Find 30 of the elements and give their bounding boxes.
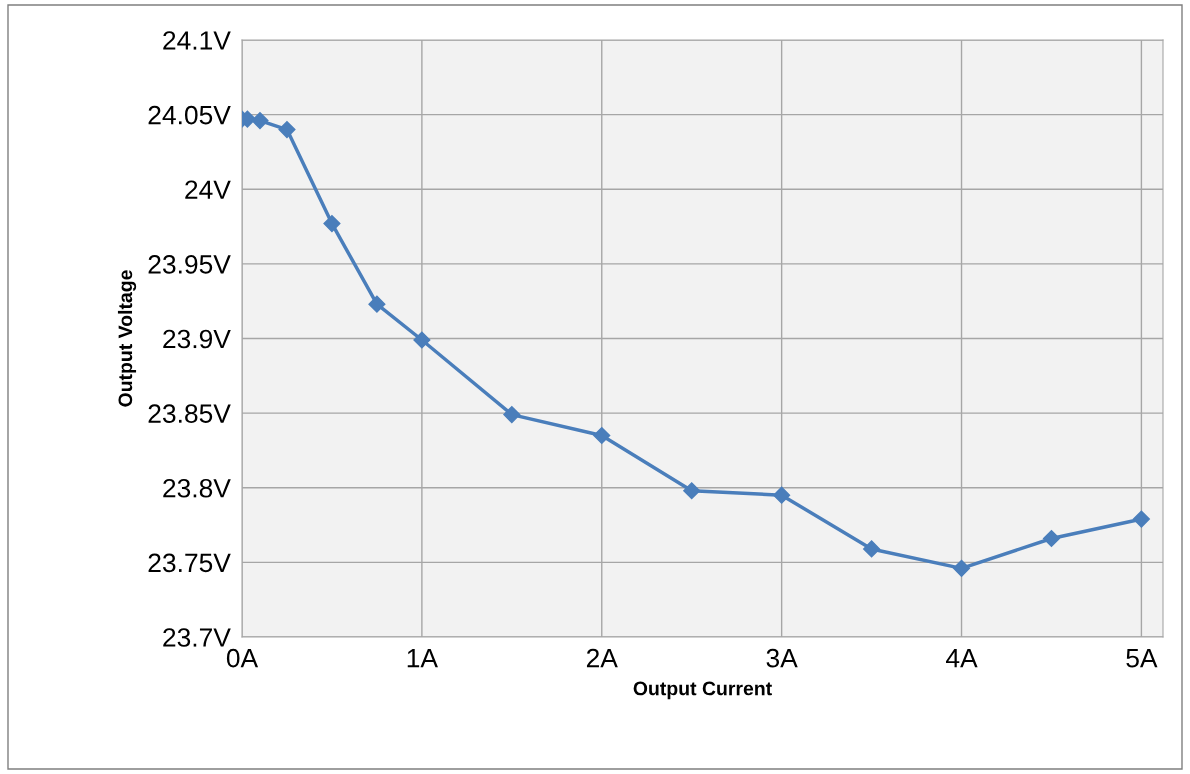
- y-tick-label: 23.9V: [163, 329, 231, 349]
- x-tick-label: 1A: [407, 649, 438, 668]
- x-axis-title: Output Current: [633, 681, 772, 700]
- point: [278, 120, 296, 139]
- point: [863, 540, 881, 558]
- y-tick-label: 23.8V: [163, 478, 231, 498]
- y-axis-title: Output Voltage: [117, 270, 137, 407]
- y-tick-label: 23.75V: [148, 553, 231, 573]
- y-tick-label: 24V: [185, 180, 231, 199]
- y-tick-label: 24.05V: [148, 105, 231, 125]
- point: [251, 112, 269, 130]
- point: [503, 406, 521, 424]
- point: [593, 426, 611, 445]
- y-tick-label: 23.7V: [163, 628, 231, 647]
- x-tick-label: 4A: [946, 649, 978, 668]
- point: [1042, 529, 1061, 548]
- x-tick-label: 3A: [766, 648, 798, 668]
- y-tick-label: 24.1V: [163, 31, 231, 50]
- point: [683, 482, 701, 500]
- y-tick-label: 23.85V: [148, 404, 231, 423]
- x-tick-label: 0A: [226, 648, 259, 668]
- point: [413, 331, 431, 349]
- point: [952, 559, 971, 577]
- x-tick-label: 5A: [1126, 649, 1158, 668]
- point: [773, 486, 791, 504]
- x-tick-label: 2A: [586, 648, 618, 668]
- point: [1132, 510, 1150, 528]
- y-tick-label: 23.95V: [148, 255, 231, 274]
- point: [323, 215, 341, 233]
- point: [368, 295, 386, 313]
